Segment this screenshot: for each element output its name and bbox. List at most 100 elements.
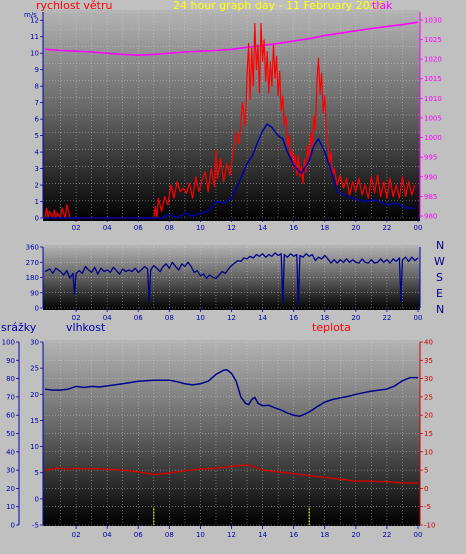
rain-y-tick-label: 90 (6, 357, 15, 365)
humidity-y-tick-label: 5 (35, 469, 39, 477)
wind-y-tick-label: 9 (35, 66, 39, 74)
pressure-y-tick-label: 985 (424, 193, 437, 201)
direction-line (44, 252, 419, 306)
rain-y-tick-label: 80 (6, 375, 15, 383)
direction-x-tick-label: 14 (258, 314, 267, 322)
direction-y-tick-label: 180 (26, 274, 39, 282)
wind-x-tick-label: 06 (134, 224, 143, 232)
wind-y-tick-label: 10 (30, 50, 39, 58)
temperature-y-tick-label: 40 (424, 339, 433, 347)
pressure-y-tick-label: 980 (424, 213, 437, 221)
wind-y-tick-label: 4 (35, 149, 40, 157)
humidity-x-tick-label: 12 (227, 531, 236, 539)
wind-x-tick-label: 18 (320, 224, 329, 232)
humidity-y-tick-label: 15 (30, 417, 39, 425)
humidity-line (44, 368, 418, 417)
humidity-x-tick-label: 02 (72, 531, 81, 539)
humidity-y-tick-label: 20 (30, 391, 39, 399)
wind-x-tick-label: 22 (382, 224, 391, 232)
wind-y-tick-label: 2 (35, 182, 39, 190)
humidity-x-tick-label: 06 (134, 531, 143, 539)
humidity-y-tick-label: 30 (30, 339, 39, 347)
pressure-y-tick-label: 1000 (424, 134, 442, 142)
humidity-x-tick-label: 16 (289, 531, 298, 539)
direction-x-tick-label: 06 (134, 314, 143, 322)
wind-x-tick-label: 08 (165, 224, 174, 232)
humidity-x-tick-label: 18 (320, 531, 329, 539)
wind-x-tick-label: 04 (103, 224, 112, 232)
direction-x-tick-label: 12 (227, 314, 236, 322)
direction-x-tick-label: 10 (196, 314, 205, 322)
direction-y-tick-label: 90 (30, 289, 39, 297)
temperature-y-tick-label: 25 (424, 393, 433, 401)
pressure-y-tick-label: 1025 (424, 36, 442, 44)
graph-title: 24 hour graph day - 11 February 2022 (173, 0, 384, 12)
direction-x-tick-label: 00 (414, 314, 423, 322)
humidity-x-tick-label: 00 (414, 531, 423, 539)
humidity-y-tick-label: -5 (32, 522, 39, 530)
wind-y-tick-label: 8 (35, 83, 39, 91)
rain-y-tick-label: 40 (6, 448, 15, 456)
wind-unit-label: m/s (24, 11, 37, 19)
rain-y-tick-label: 0 (11, 522, 15, 530)
direction-y-tick-label: 0 (35, 305, 39, 313)
direction-label-s: S (436, 271, 443, 284)
wind-y-tick-label: 11 (30, 33, 39, 41)
pressure-line (44, 21, 419, 57)
rain-y-tick-label: 30 (6, 467, 15, 475)
rain-y-tick-label: 70 (6, 393, 15, 401)
humidity-x-tick-label: 08 (165, 531, 174, 539)
wind-speed-label: rychlost větru (36, 0, 112, 12)
wind-x-tick-label: 20 (351, 224, 360, 232)
wind-x-tick-label: 14 (258, 224, 267, 232)
wind-average-line (45, 123, 415, 219)
humidity-x-tick-label: 22 (382, 531, 391, 539)
temperature-line (44, 463, 419, 485)
humidity-y-tick-label: 25 (30, 365, 39, 373)
wind-x-tick-label: 16 (289, 224, 298, 232)
wind-x-tick-label: 12 (227, 224, 236, 232)
wind-y-tick-label: 12 (30, 17, 39, 25)
wind-x-tick-label: 00 (414, 224, 423, 232)
direction-y-tick-label: 270 (26, 259, 39, 267)
pressure-y-tick-label: 1020 (424, 56, 442, 64)
rain-y-tick-label: 50 (6, 430, 15, 438)
direction-label-w: W (434, 255, 445, 268)
direction-x-tick-label: 22 (382, 314, 391, 322)
pressure-y-tick-label: 1015 (424, 75, 442, 83)
axis-layer: 0123456789101112980985990995100010051010… (2, 12, 442, 539)
rain-label: srážky (1, 321, 37, 334)
temperature-y-tick-label: 20 (424, 412, 433, 420)
pressure-y-tick-label: 1005 (424, 114, 442, 122)
direction-label-n-bottom: N (436, 303, 444, 316)
rain-y-tick-label: 100 (2, 339, 15, 347)
humidity-x-tick-label: 20 (351, 531, 360, 539)
direction-x-tick-label: 20 (351, 314, 360, 322)
temperature-y-tick-label: 5 (424, 467, 428, 475)
temperature-y-tick-label: 15 (424, 430, 433, 438)
pressure-y-tick-label: 990 (424, 173, 437, 181)
wind-x-tick-label: 02 (72, 224, 81, 232)
rain-y-tick-label: 60 (6, 412, 15, 420)
rain-y-tick-label: 10 (6, 503, 15, 511)
direction-x-tick-label: 02 (72, 314, 81, 322)
temperature-y-tick-label: 0 (424, 485, 428, 493)
temperature-y-tick-label: -10 (424, 522, 435, 530)
wind-y-tick-label: 7 (35, 99, 39, 107)
humidity-y-tick-label: 10 (30, 443, 39, 451)
humidity-x-tick-label: 04 (103, 531, 112, 539)
temperature-y-tick-label: 10 (424, 448, 433, 456)
direction-x-tick-label: 08 (165, 314, 174, 322)
humidity-x-tick-label: 10 (196, 531, 205, 539)
humidity-x-tick-label: 14 (258, 531, 267, 539)
plot-layer (44, 21, 419, 525)
pressure-y-tick-label: 995 (424, 154, 437, 162)
direction-label-n-top: N (436, 239, 444, 252)
direction-x-tick-label: 18 (320, 314, 329, 322)
wind-x-tick-label: 10 (196, 224, 205, 232)
pressure-y-tick-label: 1010 (424, 95, 442, 103)
wind-y-tick-label: 1 (35, 198, 39, 206)
wind-y-tick-label: 3 (35, 165, 39, 173)
